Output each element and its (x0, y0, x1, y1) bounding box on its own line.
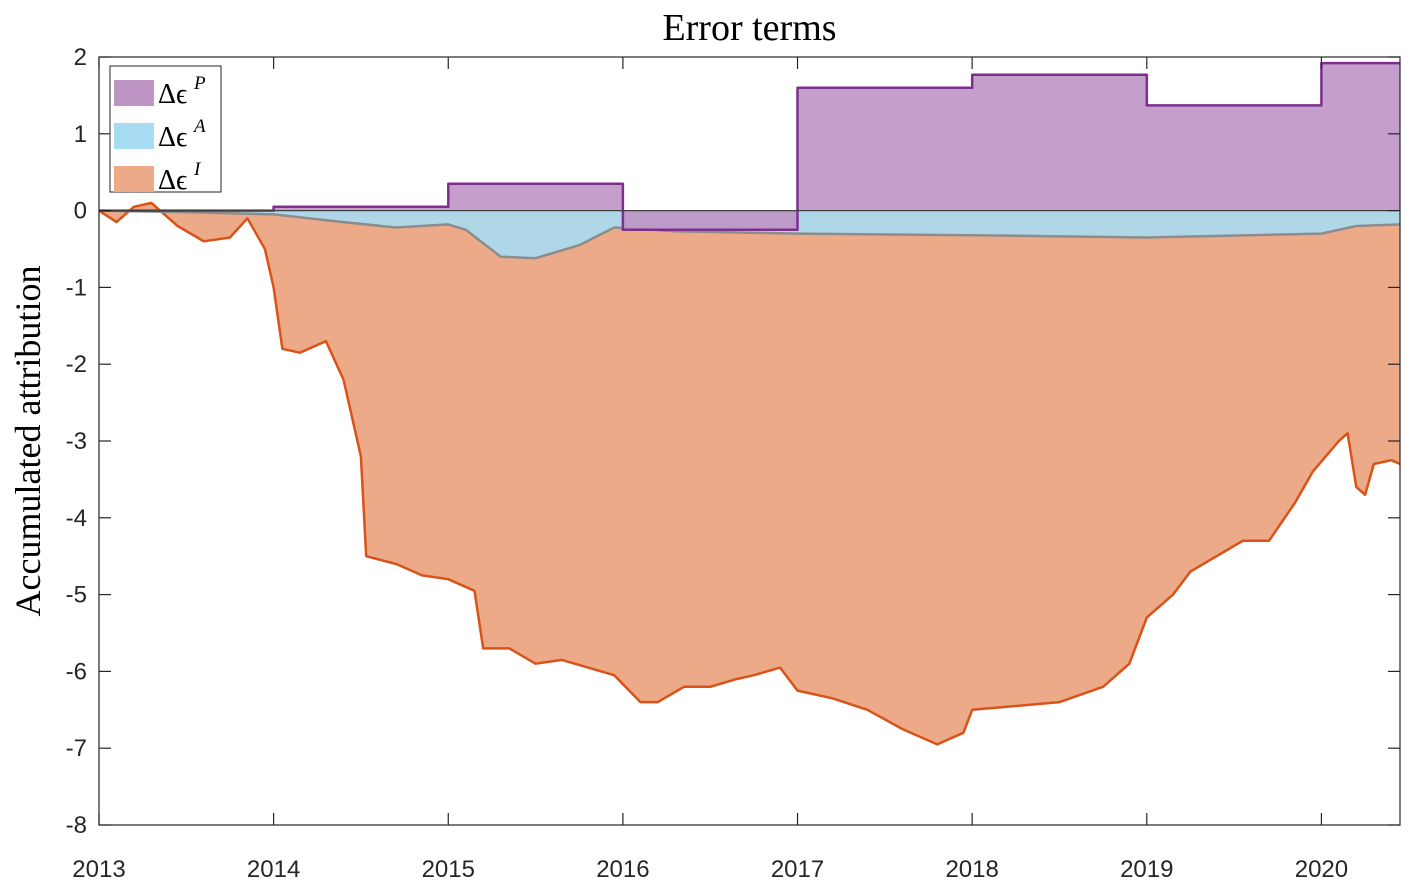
legend-label-i: Δϵ (158, 165, 187, 196)
y-tick-label: -5 (66, 582, 87, 609)
legend-swatch-p (114, 80, 154, 106)
x-tick-label: 2014 (247, 856, 300, 883)
y-tick-label: -4 (66, 505, 87, 532)
y-tick-label: 0 (74, 198, 87, 225)
y-tick-label: -6 (66, 658, 87, 685)
series-line-i (98, 201, 1401, 746)
y-tick-label: 1 (74, 121, 87, 148)
legend-superscript-p: P (193, 73, 206, 94)
y-tick-label: -8 (66, 812, 87, 839)
legend-label-a: Δϵ (158, 122, 187, 153)
y-tick-label: -3 (66, 428, 87, 455)
series-area-a (99, 210, 1400, 259)
y-tick-label: -2 (66, 351, 87, 378)
x-tick-label: 2016 (596, 856, 649, 883)
x-tick-label: 2013 (72, 856, 125, 883)
x-tick-label: 2017 (771, 856, 824, 883)
y-axis-label: Accumulated attribution (8, 266, 48, 617)
series-line-p (99, 61, 1400, 232)
x-tick-label: 2020 (1295, 856, 1348, 883)
x-tick-label: 2015 (422, 856, 475, 883)
series-line-a (98, 209, 1401, 260)
x-tick-label: 2018 (945, 856, 998, 883)
y-tick-label: -1 (66, 274, 87, 301)
axes: 2 1 0 -1 -2 -3 -4 -5 -6 -7 -8 2013 2014 2015 2016 2017 2… (66, 44, 1401, 883)
legend-swatch-i (114, 166, 154, 192)
series-area-i (99, 202, 1400, 745)
legend-swatch-a (114, 123, 154, 149)
x-tick-label: 2019 (1120, 856, 1173, 883)
series-area-p (99, 63, 1400, 230)
plot-area (98, 61, 1401, 746)
y-tick-label: 2 (74, 44, 87, 71)
legend-label-p: Δϵ (158, 79, 187, 110)
y-tick-label: -7 (66, 735, 87, 762)
legend: Δϵ PΔϵ AΔϵ I (109, 65, 222, 196)
chart-title: Error terms (662, 7, 836, 49)
legend-superscript-a: A (192, 116, 206, 137)
legend-superscript-i: I (193, 159, 202, 180)
